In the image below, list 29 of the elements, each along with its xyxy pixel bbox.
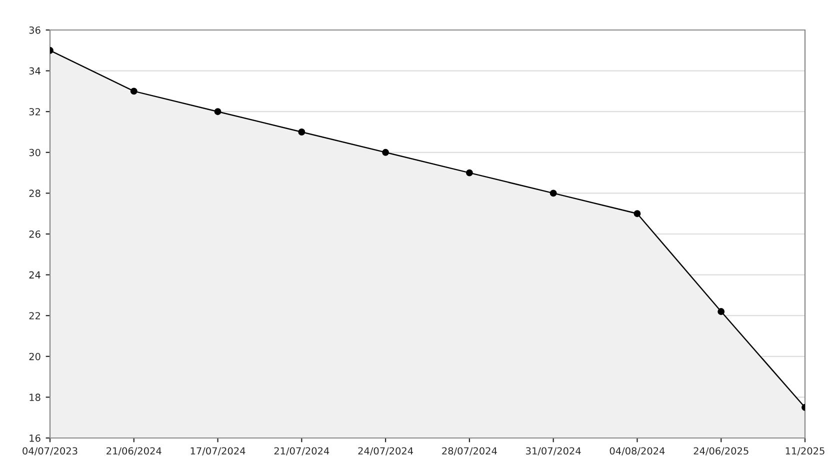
x-tick-label: 21/07/2024 <box>274 447 330 456</box>
x-tick-label: 28/07/2024 <box>442 447 497 456</box>
x-tick-label: 11/2025 <box>786 447 824 456</box>
point <box>550 190 557 197</box>
x-tick-label: 04/08/2024 <box>610 447 665 456</box>
x-tick-label: 21/06/2024 <box>106 447 162 456</box>
point <box>298 128 306 136</box>
point <box>718 308 725 315</box>
point <box>130 88 138 95</box>
y-tick-label: 34 <box>29 67 40 75</box>
y-tick-label: 22 <box>29 312 40 320</box>
y-tick-label: 26 <box>29 230 40 238</box>
y-tick-label: 36 <box>29 26 40 34</box>
x-tick-label: 24/07/2024 <box>358 447 414 456</box>
y-tick-label: 20 <box>29 352 40 360</box>
y-tick-label: 32 <box>29 108 40 116</box>
y-tick-label: 16 <box>30 434 40 442</box>
y-tick-label: 24 <box>29 271 40 278</box>
x-tick-label: 04/07/2023 <box>22 447 78 456</box>
y-tick-label: 18 <box>30 394 40 402</box>
x-tick-label: 31/07/2024 <box>526 447 581 456</box>
point <box>634 210 641 218</box>
point <box>466 169 473 176</box>
point <box>214 108 222 116</box>
y-tick-label: 28 <box>29 190 40 198</box>
y-tick-label: 30 <box>29 148 40 156</box>
x-tick-label: 17/07/2024 <box>190 447 246 456</box>
x-tick-label: 24/06/2025 <box>694 447 748 456</box>
point <box>382 148 390 156</box>
